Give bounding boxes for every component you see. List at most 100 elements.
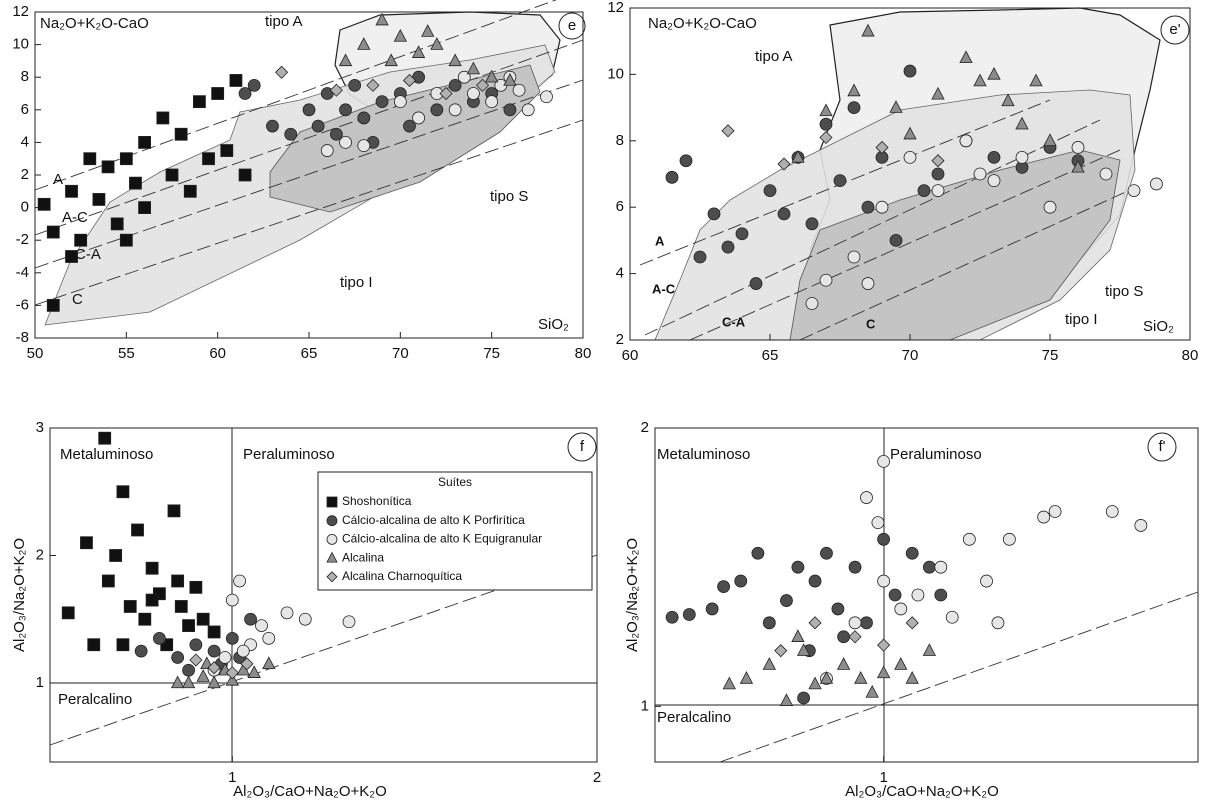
point xyxy=(905,671,919,684)
point xyxy=(763,184,777,198)
annotation: Peraluminoso xyxy=(243,446,335,463)
point xyxy=(238,168,252,182)
point xyxy=(987,174,1001,188)
point xyxy=(138,135,152,149)
point xyxy=(808,616,822,630)
point xyxy=(861,23,875,37)
point xyxy=(1002,532,1016,546)
point xyxy=(512,83,526,97)
point xyxy=(848,616,862,630)
boundary-line xyxy=(689,149,1121,341)
point xyxy=(170,675,185,689)
point xyxy=(475,78,490,92)
point xyxy=(196,669,210,682)
x-tick-label: 60 xyxy=(209,345,226,362)
point xyxy=(991,616,1005,630)
point xyxy=(705,602,719,616)
point xyxy=(894,657,908,670)
point xyxy=(808,574,822,588)
x-tick-label: 70 xyxy=(902,347,919,364)
point xyxy=(707,207,721,221)
x-tick-label: 65 xyxy=(301,345,318,362)
annotation: A-C xyxy=(62,209,88,226)
point xyxy=(1029,73,1043,87)
point xyxy=(225,666,239,680)
point xyxy=(831,602,845,616)
point xyxy=(1071,159,1085,173)
point xyxy=(411,45,426,58)
point xyxy=(791,149,805,163)
point xyxy=(819,117,833,131)
annotation: Peralcalino xyxy=(657,709,731,726)
point xyxy=(848,630,862,644)
point xyxy=(165,168,179,182)
point xyxy=(837,630,851,644)
point xyxy=(721,124,735,138)
point xyxy=(1071,141,1085,154)
x-axis-title: SiO₂ xyxy=(1143,318,1174,335)
point xyxy=(875,200,889,214)
point xyxy=(875,140,889,155)
point xyxy=(903,64,917,78)
y-axis-title: Al₂O₃/Na₂O+K₂O xyxy=(11,538,28,652)
point xyxy=(819,130,833,145)
point xyxy=(931,184,945,198)
point xyxy=(189,580,203,594)
y-tick-label: 6 xyxy=(21,101,29,118)
point xyxy=(739,671,754,684)
point xyxy=(348,78,362,92)
annotation: A-C xyxy=(652,281,676,296)
point xyxy=(466,87,480,100)
x-tick-label: 60 xyxy=(622,347,639,364)
legend-marker xyxy=(326,515,338,527)
point xyxy=(665,610,679,624)
point xyxy=(196,612,210,626)
point xyxy=(266,119,279,133)
x-axis-title: SiO₂ xyxy=(538,316,569,333)
point xyxy=(134,644,148,658)
point xyxy=(679,154,693,168)
point xyxy=(665,170,679,184)
point xyxy=(980,574,993,588)
point xyxy=(854,671,868,684)
point xyxy=(255,619,268,632)
x-tick-label: 1 xyxy=(228,769,236,786)
point xyxy=(182,619,195,632)
point xyxy=(734,574,748,588)
point xyxy=(247,78,261,92)
panel-badge xyxy=(1147,432,1177,462)
x-tick-label: 50 xyxy=(27,345,44,362)
point xyxy=(877,532,891,546)
y-tick-label: 1 xyxy=(36,674,44,691)
point xyxy=(207,675,221,689)
point xyxy=(934,588,948,602)
point xyxy=(357,111,371,125)
point xyxy=(430,37,444,50)
point xyxy=(780,594,793,607)
point xyxy=(80,536,93,550)
point xyxy=(905,616,919,630)
point xyxy=(338,53,353,67)
point xyxy=(847,83,861,97)
point xyxy=(833,174,847,188)
y-tick-label: 1 xyxy=(641,697,649,714)
point xyxy=(877,638,891,652)
point xyxy=(917,184,931,198)
y-tick-label: 2 xyxy=(36,546,44,563)
panel-label: f xyxy=(580,438,585,455)
point xyxy=(138,201,152,215)
point xyxy=(207,625,221,639)
plot-frame xyxy=(654,427,1199,763)
point xyxy=(339,103,352,117)
point xyxy=(448,53,462,67)
point xyxy=(889,233,903,247)
point xyxy=(412,111,426,125)
annotation: tipo I xyxy=(1065,311,1098,328)
point xyxy=(225,631,239,645)
y-tick-label: 12 xyxy=(607,0,624,16)
point xyxy=(973,167,987,181)
point xyxy=(101,160,115,174)
point xyxy=(167,504,181,518)
x-tick-label: 2 xyxy=(593,769,601,786)
point xyxy=(791,560,805,574)
